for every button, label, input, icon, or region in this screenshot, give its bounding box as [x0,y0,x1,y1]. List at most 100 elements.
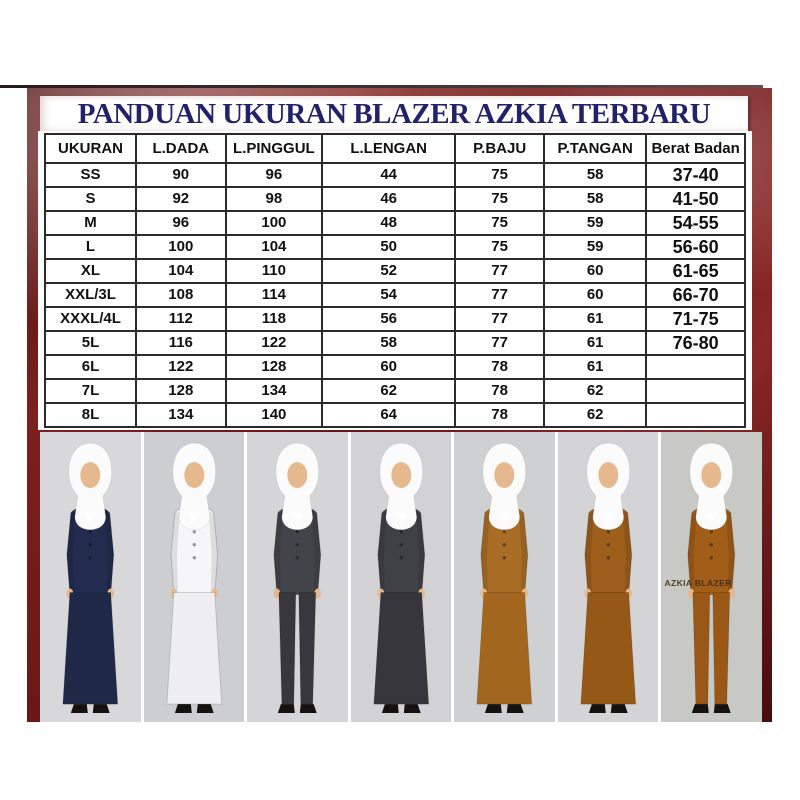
measurement-cell: 61 [543,306,648,332]
measurement-cell: 75 [454,186,546,212]
left-arm [66,511,76,595]
left-shoe [174,704,192,714]
button [88,530,92,534]
table-row: XXL/3L 108 114 54 77 60 66-70 [44,282,746,308]
size-label-cell: SS [44,162,137,188]
collar [187,512,200,523]
measurement-cell: 60 [543,282,648,308]
collar [395,512,407,523]
right-arm [415,511,425,595]
right-arm [519,511,529,595]
size-table-header-row: UKURAN L.DADA L.PINGGUL L.LENGAN P.BAJU P.TAN… [44,133,746,164]
measurement-cell: 122 [224,330,324,356]
right-arm [104,511,114,595]
measurement-cell: 61-65 [645,258,746,284]
model-photo-white-skirt-suit [143,432,245,722]
measurement-cell: 78 [454,402,546,428]
button [606,555,610,560]
table-row: M 96 100 48 75 59 54-55 [44,210,746,236]
button [502,555,507,560]
measurement-cell [645,378,746,404]
measurement-cell: 76-80 [645,330,746,356]
button [399,555,403,560]
measurement-cell: 77 [454,330,546,356]
right-arm [726,511,736,595]
measurement-cell: 60 [543,258,648,284]
size-label-cell: 8L [44,402,137,428]
table-row: 7L 128 134 62 78 62 [44,378,746,404]
header-cell-p-baju: P.BAJU [454,133,546,164]
button [399,543,403,547]
button [192,543,196,547]
button [606,530,610,534]
collar [602,512,615,523]
collar [84,512,97,523]
hand [273,588,281,599]
right-shoe [610,704,628,714]
pants-left-leg [278,592,297,705]
measurement-cell: 58 [543,162,648,188]
button [295,530,300,534]
measurement-cell: 71-75 [645,306,746,332]
measurement-cell: 64 [321,402,457,428]
right-shoe [196,704,214,714]
size-label-cell: M [44,210,137,236]
face [494,462,515,488]
measurement-cell: 104 [135,258,227,284]
header-cell-l-lengan: L.LENGAN [321,133,457,164]
measurement-cell: 108 [135,282,227,308]
right-shoe [403,704,421,714]
table-row: S 92 98 46 75 58 41-50 [44,186,746,212]
measurement-cell: 62 [543,378,648,404]
size-table-panel: UKURAN L.DADA L.PINGGUL L.LENGAN P.BAJU P.TAN… [38,131,752,430]
table-row: 6L 122 128 60 78 61 [44,354,746,380]
model-photo-brown-pants-suit: AZKIA BLAZER [661,432,763,722]
header-cell-l-dada: L.DADA [135,133,227,164]
left-shoe [278,704,295,714]
right-arm [208,511,218,595]
button [710,555,714,560]
measurement-cell: 61 [543,330,648,356]
right-shoe [507,704,525,714]
model-figure-illustration [687,442,736,714]
model-figure-illustration [373,442,429,714]
measurement-cell: 54-55 [645,210,746,236]
measurement-cell: 62 [321,378,457,404]
size-label-cell: L [44,234,137,260]
measurement-cell: 128 [224,354,324,380]
measurement-cell: 96 [224,162,324,188]
measurement-cell: 114 [224,282,324,308]
left-arm [481,511,491,595]
measurement-cell: 78 [454,354,546,380]
header-cell-ukuran: UKURAN [44,133,137,164]
long-skirt [165,592,222,705]
size-label-cell: XXXL/4L [44,306,137,332]
measurement-cell: 134 [224,378,324,404]
model-photos: AZKIA BLAZER [40,432,763,722]
measurement-cell: 58 [543,186,648,212]
right-shoe [714,704,732,714]
table-row: 5L 116 122 58 77 61 76-80 [44,330,746,356]
table-row: L 100 104 50 75 59 56-60 [44,234,746,260]
measurement-cell: 62 [543,402,648,428]
pants-right-leg [298,592,317,705]
measurement-cell: 90 [135,162,227,188]
left-arm [274,511,284,595]
measurement-cell: 98 [224,186,324,212]
brand-watermark: AZKIA BLAZER [664,578,732,588]
hand [314,588,322,599]
button [502,530,507,534]
model-figure-illustration [165,442,222,714]
button [502,543,507,547]
measurement-cell: 104 [224,234,324,260]
measurement-cell: 77 [454,258,546,284]
model-figure-illustration [476,442,533,714]
right-arm [622,511,632,595]
pants-left-leg [692,592,711,705]
model-photo-camel-skirt-suit [454,432,555,722]
size-label-cell: 5L [44,330,137,356]
collar [705,512,718,523]
measurement-cell: 122 [135,354,227,380]
measurement-cell: 56 [321,306,457,332]
collar [291,512,304,523]
